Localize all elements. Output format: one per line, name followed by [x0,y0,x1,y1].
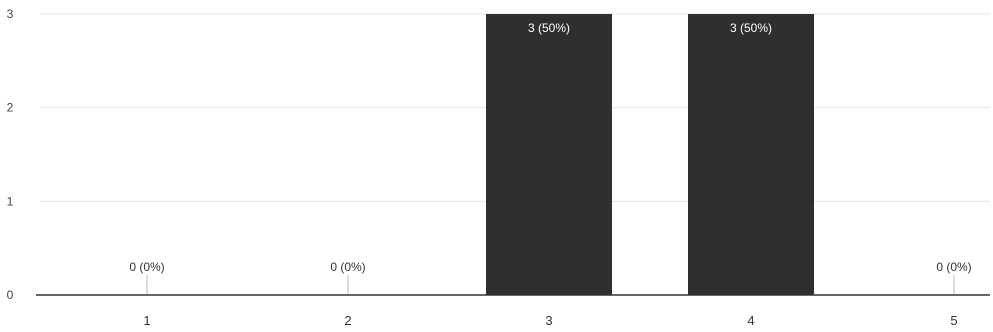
x-tick-label: 5 [950,313,957,328]
x-tick-label: 1 [143,313,150,328]
x-tick-label: 4 [747,313,754,328]
axis-layer: 0 1 2 3 1 2 3 4 5 [7,7,990,328]
labels-layer: 0 (0%) 0 (0%) 3 (50%) 3 (50%) 0 (0%) [129,21,971,274]
bars-layer [146,14,955,295]
data-label-1: 0 (0%) [129,260,164,274]
x-tick-label: 3 [545,313,552,328]
data-label-2: 0 (0%) [330,260,365,274]
y-tick-label: 3 [7,7,14,21]
y-tick-label: 1 [7,194,14,208]
data-label-3: 3 (50%) [528,21,570,35]
x-tick-label: 2 [344,313,351,328]
bar-3 [486,14,612,295]
data-label-5: 0 (0%) [936,260,971,274]
y-tick-label: 2 [7,101,14,115]
data-label-4: 3 (50%) [730,21,772,35]
bar-4 [688,14,814,295]
y-tick-label: 0 [7,288,14,302]
